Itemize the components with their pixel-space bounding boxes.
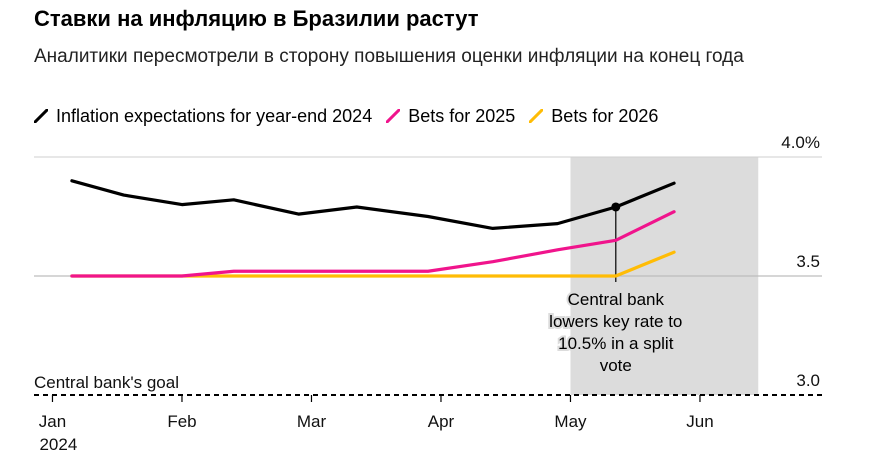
chart-title: Ставки на инфляцию в Бразилии растут [34, 6, 479, 31]
x-tick-label: May [554, 412, 587, 431]
goal-label: Central bank's goal [34, 373, 179, 392]
x-tick-label: Jun [686, 412, 713, 431]
series-line-inflation-expectations-for-year-end-2024 [70, 179, 676, 230]
legend-label-2025: Bets for 2025 [408, 105, 516, 126]
legend-swatch-2026-icon [529, 109, 544, 123]
legend-swatch-2024-icon [34, 109, 48, 123]
x-tick-label: Feb [167, 412, 196, 431]
annotation-marker [611, 202, 621, 212]
annotation-text-line: 10.5% in a split [558, 334, 674, 353]
chart-subtitle: Аналитики пересмотрели в сторону повышен… [34, 46, 744, 67]
legend-item-2026: Bets for 2026 [529, 106, 658, 127]
y-tick-label: 3.0 [796, 371, 820, 390]
y-tick-label: 4.0% [781, 133, 820, 152]
legend-item-2024: Inflation expectations for year-end 2024 [34, 106, 372, 127]
legend-swatch-2025-icon [386, 109, 401, 123]
legend-label-2026: Bets for 2026 [551, 105, 659, 126]
y-tick-label: 3.5 [796, 252, 820, 271]
x-tick-sublabel: 2024 [39, 435, 77, 454]
x-tick-label: Jan [39, 412, 66, 431]
legend-label-2024: Inflation expectations for year-end 2024 [56, 105, 373, 126]
annotation-text-line: Central bank [568, 290, 665, 309]
annotation-text-line: lowers key rate to [549, 312, 682, 331]
legend: Inflation expectations for year-end 2024… [34, 104, 672, 128]
legend-item-2025: Bets for 2025 [386, 106, 515, 127]
annotation-text-line: vote [600, 356, 632, 375]
x-tick-label: Mar [297, 412, 327, 431]
series-line-bets-for-2025 [70, 210, 676, 278]
x-tick-label: Apr [428, 412, 455, 431]
